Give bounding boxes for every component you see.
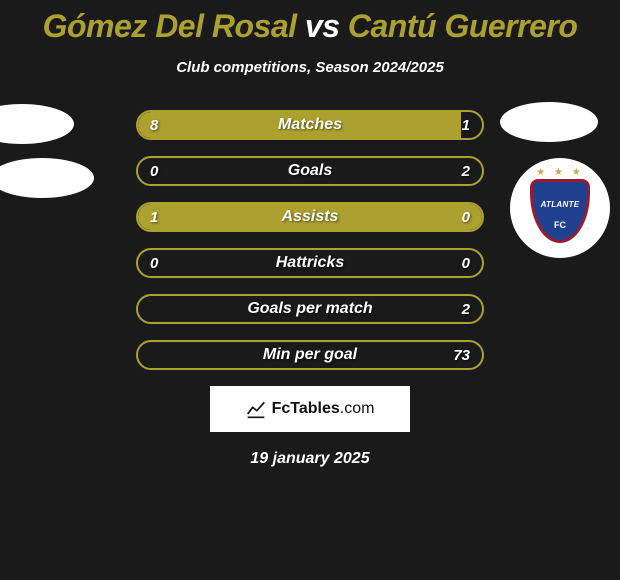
stat-row: Goals per match2 bbox=[136, 294, 484, 324]
logo-suffix: .com bbox=[340, 400, 375, 417]
stat-value-right: 0 bbox=[462, 204, 470, 230]
stat-label: Matches bbox=[138, 112, 482, 138]
stat-value-right: 1 bbox=[462, 112, 470, 138]
badge-stars: ★ ★ ★ bbox=[525, 167, 595, 178]
stat-label: Assists bbox=[138, 204, 482, 230]
stat-value-right: 2 bbox=[462, 296, 470, 322]
logo-icon bbox=[246, 399, 266, 419]
stat-value-right: 73 bbox=[453, 342, 470, 368]
player2-avatar-placeholder-1 bbox=[500, 102, 598, 142]
subtitle-text: Club competitions, Season 2024/2025 bbox=[0, 59, 620, 76]
stat-label: Goals bbox=[138, 158, 482, 184]
stat-label: Min per goal bbox=[138, 342, 482, 368]
badge-shield: ATLANTE FC bbox=[530, 179, 590, 243]
badge-line2: FC bbox=[533, 220, 587, 230]
vs-text: vs bbox=[305, 8, 340, 44]
player2-name: Cantú Guerrero bbox=[348, 8, 577, 44]
player2-club-badge: ★ ★ ★ ATLANTE FC bbox=[510, 158, 610, 258]
stat-row: 1Assists0 bbox=[136, 202, 484, 232]
logo-text: FcTables.com bbox=[272, 400, 375, 418]
stat-value-right: 2 bbox=[462, 158, 470, 184]
date-text: 19 january 2025 bbox=[0, 450, 620, 468]
logo-main: FcTables bbox=[272, 400, 340, 417]
stat-row: 0Hattricks0 bbox=[136, 248, 484, 278]
stat-row: Min per goal73 bbox=[136, 340, 484, 370]
stat-label: Hattricks bbox=[138, 250, 482, 276]
stat-value-right: 0 bbox=[462, 250, 470, 276]
club-badge: ★ ★ ★ ATLANTE FC bbox=[525, 169, 595, 247]
logo-box: FcTables.com bbox=[210, 386, 410, 432]
stat-label: Goals per match bbox=[138, 296, 482, 322]
stat-row: 0Goals2 bbox=[136, 156, 484, 186]
badge-line1: ATLANTE bbox=[533, 200, 587, 209]
stat-row: 8Matches1 bbox=[136, 110, 484, 140]
comparison-title: Gómez Del Rosal vs Cantú Guerrero bbox=[0, 0, 620, 45]
player1-name: Gómez Del Rosal bbox=[43, 8, 297, 44]
